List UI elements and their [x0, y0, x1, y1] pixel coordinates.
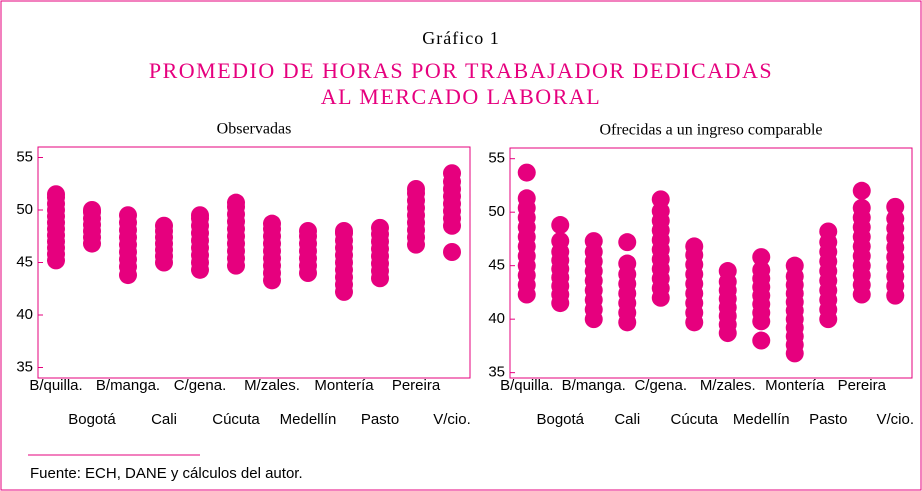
x-tick-label: Pasto: [361, 411, 399, 428]
x-tick-label: Cali: [614, 411, 640, 428]
dot: [443, 243, 461, 261]
dot: [785, 256, 804, 275]
source: Fuente: ECH, DANE y cálculos del autor.: [30, 465, 303, 482]
y-tick-label: 55: [488, 150, 505, 167]
dot: [551, 232, 570, 251]
dot: [191, 206, 209, 225]
y-tick-label: 50: [16, 201, 33, 218]
dot: [263, 214, 281, 233]
x-tick-label: V/cio.: [876, 411, 914, 428]
dot: [852, 198, 871, 217]
dot: [752, 248, 771, 267]
x-tick-label: Cúcuta: [670, 411, 718, 428]
x-tick-label: Bogotá: [536, 411, 584, 428]
x-tick-label: M/zales.: [700, 377, 756, 394]
dot: [718, 262, 737, 281]
y-tick-label: 50: [488, 203, 505, 220]
y-tick-label: 40: [488, 310, 505, 327]
y-tick-label: 55: [16, 148, 33, 165]
x-tick-label: Montería: [314, 377, 374, 394]
chart-title: Observadas: [217, 121, 292, 138]
x-tick-label: Cúcuta: [212, 411, 260, 428]
figure-label: Gráfico 1: [422, 28, 499, 48]
x-tick-label: M/zales.: [244, 377, 300, 394]
y-tick-label: 40: [16, 306, 33, 323]
x-tick-label: B/quilla.: [500, 377, 553, 394]
dot: [407, 180, 425, 198]
dot: [227, 193, 245, 212]
dot: [584, 232, 603, 251]
dot: [83, 201, 101, 219]
x-tick-label: B/manga.: [96, 377, 160, 394]
x-tick-label: Medellín: [280, 411, 337, 428]
chart-title: Ofrecidas a un ingreso comparable: [599, 122, 822, 139]
x-tick-label: Medellín: [733, 411, 790, 428]
dot: [819, 222, 838, 241]
x-tick-label: V/cio.: [433, 411, 471, 428]
x-tick-label: Pereira: [838, 377, 887, 394]
x-tick-label: Cali: [151, 411, 177, 428]
dot: [752, 331, 771, 350]
dot: [752, 260, 771, 279]
title-line: AL MERCADO LABORAL: [321, 84, 601, 109]
dot: [47, 185, 65, 204]
dot: [299, 222, 317, 240]
dot: [517, 163, 536, 182]
y-tick-label: 45: [488, 257, 505, 274]
y-tick-label: 35: [16, 358, 33, 375]
dot: [443, 164, 461, 183]
dot: [371, 218, 389, 237]
dot: [651, 190, 670, 209]
title-line: PROMEDIO DE HORAS POR TRABAJADOR DEDICAD…: [149, 58, 773, 83]
plot-area: [37, 146, 471, 379]
dot: [852, 181, 871, 200]
x-tick-label: B/quilla.: [29, 377, 82, 394]
dot: [155, 216, 173, 235]
dot: [886, 197, 905, 216]
dot: [551, 216, 570, 235]
x-tick-label: C/gena.: [174, 377, 227, 394]
dot: [685, 237, 704, 256]
x-tick-label: Montería: [765, 377, 825, 394]
y-tick-label: 35: [488, 364, 505, 381]
x-tick-label: Bogotá: [68, 411, 116, 428]
x-tick-label: Pereira: [392, 377, 441, 394]
dot: [618, 233, 637, 252]
dot: [517, 189, 536, 208]
x-tick-label: Pasto: [809, 411, 847, 428]
dot: [119, 206, 137, 225]
plot-area: [509, 147, 913, 379]
x-tick-label: C/gena.: [634, 377, 687, 394]
x-tick-label: B/manga.: [562, 377, 626, 394]
dot: [618, 254, 637, 273]
y-tick-label: 45: [16, 253, 33, 270]
dot: [335, 222, 353, 240]
